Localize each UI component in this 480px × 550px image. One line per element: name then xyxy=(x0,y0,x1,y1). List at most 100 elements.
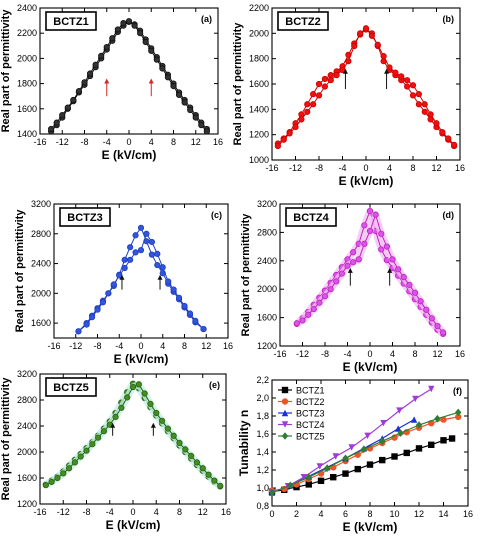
data-point xyxy=(92,61,99,68)
data-point xyxy=(159,264,166,271)
data-point xyxy=(439,129,446,136)
x-tick-label: 0 xyxy=(367,349,372,359)
y-axis-title: Real part of permittivity xyxy=(240,213,252,337)
sample-label-text: BCTZ4 xyxy=(293,212,329,224)
x-axis-title: E (kV/cm) xyxy=(106,518,161,532)
legend-label: BCTZ5 xyxy=(296,432,325,442)
data-point xyxy=(421,101,428,108)
data-point xyxy=(181,302,188,310)
legend-label: BCTZ4 xyxy=(296,420,325,430)
marker-square xyxy=(403,449,410,457)
data-point xyxy=(445,135,452,142)
x-tick-label: 16 xyxy=(213,137,223,147)
y-tick-label: 2400 xyxy=(17,3,37,13)
y-tick-label: 2400 xyxy=(257,256,277,266)
marker-diamond xyxy=(323,464,331,472)
x-tick-label: 4 xyxy=(318,509,323,519)
chart-panel-6: 0 2 4 6 8 10 12 14 16 0,8 1,0 1,2 1,4 1,6 1,8 2,0 2,2 E (… xyxy=(237,375,473,534)
data-point xyxy=(154,261,161,269)
x-tick-label: -8 xyxy=(321,349,329,359)
panels: -16 -12 -8 -4 0 4 8 12 1614001600180020002200240… xyxy=(0,3,473,534)
data-point xyxy=(362,25,370,32)
data-point xyxy=(175,91,183,99)
x-tick-label: 4 xyxy=(160,341,165,351)
y-tick-label: 2200 xyxy=(249,3,269,13)
series-line xyxy=(271,437,453,493)
data-point xyxy=(374,41,381,48)
data-point xyxy=(64,104,71,111)
y-tick-label: 2400 xyxy=(17,421,37,431)
data-point xyxy=(310,91,317,98)
y-tick-label: 2800 xyxy=(17,395,37,405)
arrow-head xyxy=(104,78,110,84)
data-point xyxy=(153,56,160,63)
data-point xyxy=(409,92,417,99)
data-point xyxy=(192,114,199,121)
data-point xyxy=(327,72,334,79)
data-point xyxy=(274,142,281,150)
data-point xyxy=(395,266,402,273)
data-point xyxy=(188,452,195,459)
data-point xyxy=(372,211,379,218)
data-point xyxy=(428,315,435,322)
marker-circle xyxy=(281,398,289,405)
marker-square xyxy=(317,477,325,484)
x-tick-label: 16 xyxy=(455,349,465,359)
arrow-head xyxy=(157,274,163,280)
arrow-head xyxy=(384,68,390,74)
data-point xyxy=(198,122,205,129)
sample-label-box xyxy=(285,207,337,227)
series-BCTZ1 xyxy=(268,435,456,495)
marker-diamond xyxy=(281,432,289,440)
y-tick-label: 2000 xyxy=(17,53,37,63)
marker-square xyxy=(354,465,361,473)
data-point xyxy=(127,256,134,263)
y-tick-label: 1800 xyxy=(249,54,269,64)
marker-circle xyxy=(440,416,447,423)
sample-label-text: BCTZ2 xyxy=(285,16,320,28)
x-tick-label: 16 xyxy=(223,341,233,351)
data-point xyxy=(148,238,155,246)
sample-label-text: BCTZ3 xyxy=(67,212,102,224)
y-tick-label: 1,8 xyxy=(256,411,269,421)
data-point xyxy=(304,101,311,108)
data-point xyxy=(103,43,110,51)
marker-triangle-down xyxy=(364,432,371,439)
data-point xyxy=(292,123,299,131)
data-point xyxy=(361,240,368,247)
data-point xyxy=(423,306,430,313)
data-point xyxy=(321,83,328,90)
data-point xyxy=(75,328,82,335)
data-point xyxy=(48,125,55,133)
data-point xyxy=(187,106,194,114)
chart-panel-2: -16 -12 -8 -4 0 4 8 12 16 1000 1200 1400 1600 1800 200… xyxy=(232,3,465,188)
x-tick-label: -12 xyxy=(56,137,69,147)
data-point xyxy=(143,230,150,237)
marker-square xyxy=(281,386,289,394)
marker-diamond xyxy=(287,481,294,490)
x-tick-label: -8 xyxy=(315,163,323,173)
marker-triangle-down xyxy=(300,474,308,481)
marker-triangle-down xyxy=(281,421,289,428)
data-point xyxy=(120,20,127,27)
panel-letter: (d) xyxy=(443,210,455,220)
x-axis-title: E (kV/cm) xyxy=(343,520,398,534)
x-tick-label: 8 xyxy=(412,349,417,359)
marker-triangle-down xyxy=(412,395,419,403)
data-point xyxy=(124,394,131,401)
data-point xyxy=(175,294,183,301)
data-point xyxy=(95,434,102,441)
data-point xyxy=(286,130,293,137)
x-tick-label: -12 xyxy=(289,163,302,173)
data-point xyxy=(421,108,428,115)
x-tick-label: -8 xyxy=(93,341,101,351)
data-point xyxy=(105,290,112,297)
x-tick-label: 0 xyxy=(269,509,274,519)
marker-diamond xyxy=(379,437,386,445)
data-point xyxy=(110,281,117,288)
marker-square xyxy=(366,461,374,468)
x-tick-label: 12 xyxy=(414,509,424,519)
data-point xyxy=(398,73,405,80)
data-point xyxy=(170,286,177,293)
